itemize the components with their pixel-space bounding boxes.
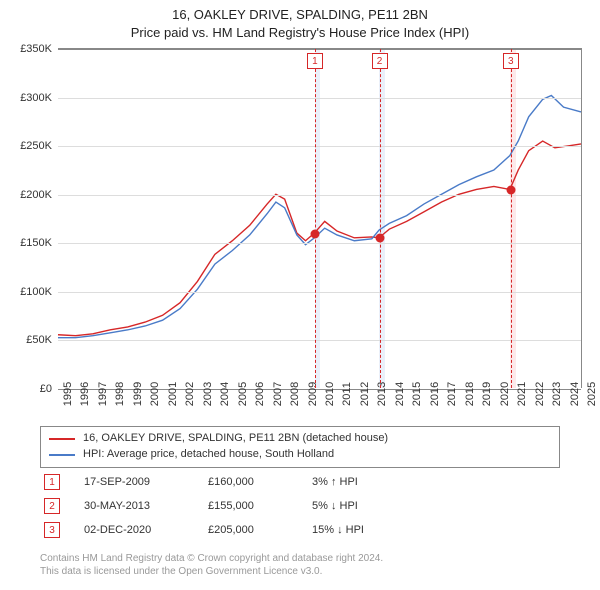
x-axis-label: 2005 bbox=[237, 382, 249, 406]
x-axis-label: 2016 bbox=[429, 382, 441, 406]
line-series bbox=[58, 49, 581, 388]
legend-item: HPI: Average price, detached house, Sout… bbox=[49, 447, 551, 463]
y-axis-label: £100K bbox=[20, 286, 52, 298]
txn-diff: 5% ↓ HPI bbox=[312, 500, 422, 512]
callout-num-icon: 2 bbox=[44, 498, 60, 514]
table-row: 2 30-MAY-2013 £155,000 5% ↓ HPI bbox=[40, 494, 560, 518]
table-row: 3 02-DEC-2020 £205,000 15% ↓ HPI bbox=[40, 518, 560, 542]
txn-price: £205,000 bbox=[208, 524, 288, 536]
x-axis-label: 2007 bbox=[272, 382, 284, 406]
y-axis-label: £200K bbox=[20, 189, 52, 201]
y-axis-label: £300K bbox=[20, 92, 52, 104]
y-axis-label: £250K bbox=[20, 140, 52, 152]
legend-item: 16, OAKLEY DRIVE, SPALDING, PE11 2BN (de… bbox=[49, 431, 551, 447]
x-axis-label: 2000 bbox=[149, 382, 161, 406]
x-axis-label: 2024 bbox=[569, 382, 581, 406]
y-axis-label: £350K bbox=[20, 43, 52, 55]
footer-line: Contains HM Land Registry data © Crown c… bbox=[40, 552, 560, 565]
callout-num-icon: 3 bbox=[44, 522, 60, 538]
x-axis-label: 2010 bbox=[324, 382, 336, 406]
txn-price: £155,000 bbox=[208, 500, 288, 512]
x-axis-label: 2021 bbox=[516, 382, 528, 406]
txn-date: 17-SEP-2009 bbox=[84, 476, 184, 488]
callout-dash bbox=[511, 49, 512, 388]
x-axis-label: 2022 bbox=[534, 382, 546, 406]
x-axis-label: 1998 bbox=[114, 382, 126, 406]
txn-price: £160,000 bbox=[208, 476, 288, 488]
x-axis-label: 1999 bbox=[132, 382, 144, 406]
legend-label: HPI: Average price, detached house, Sout… bbox=[83, 447, 334, 463]
txn-diff: 15% ↓ HPI bbox=[312, 524, 422, 536]
x-axis-label: 2025 bbox=[586, 382, 598, 406]
x-axis-label: 2020 bbox=[499, 382, 511, 406]
y-axis-label: £50K bbox=[26, 334, 52, 346]
chart-plot-area: £0£50K£100K£150K£200K£250K£300K£350K1995… bbox=[58, 48, 582, 388]
x-axis-label: 2012 bbox=[359, 382, 371, 406]
legend-swatch bbox=[49, 438, 75, 440]
callout-num-icon: 1 bbox=[44, 474, 60, 490]
x-axis-label: 2015 bbox=[411, 382, 423, 406]
chart-title: 16, OAKLEY DRIVE, SPALDING, PE11 2BN Pri… bbox=[0, 0, 600, 41]
price-marker-icon bbox=[310, 229, 319, 238]
x-axis-label: 2008 bbox=[289, 382, 301, 406]
x-axis-label: 2002 bbox=[184, 382, 196, 406]
callout-dash bbox=[380, 49, 381, 388]
callout-marker-icon: 1 bbox=[307, 53, 323, 69]
x-axis-label: 2018 bbox=[464, 382, 476, 406]
x-axis-label: 2006 bbox=[254, 382, 266, 406]
title-line-2: Price paid vs. HM Land Registry's House … bbox=[0, 24, 600, 42]
x-axis-label: 1995 bbox=[62, 382, 74, 406]
table-row: 1 17-SEP-2009 £160,000 3% ↑ HPI bbox=[40, 470, 560, 494]
callout-marker-icon: 2 bbox=[372, 53, 388, 69]
price-marker-icon bbox=[506, 185, 515, 194]
x-axis-label: 2001 bbox=[167, 382, 179, 406]
title-line-1: 16, OAKLEY DRIVE, SPALDING, PE11 2BN bbox=[0, 6, 600, 24]
y-axis-label: £150K bbox=[20, 237, 52, 249]
txn-date: 30-MAY-2013 bbox=[84, 500, 184, 512]
x-axis-label: 2013 bbox=[376, 382, 388, 406]
x-axis-label: 2017 bbox=[446, 382, 458, 406]
x-axis-label: 2004 bbox=[219, 382, 231, 406]
series-hpi bbox=[58, 95, 581, 337]
legend-swatch bbox=[49, 454, 75, 456]
attribution-footer: Contains HM Land Registry data © Crown c… bbox=[40, 552, 560, 578]
txn-diff: 3% ↑ HPI bbox=[312, 476, 422, 488]
x-axis-label: 1996 bbox=[79, 382, 91, 406]
x-axis-label: 2011 bbox=[341, 382, 353, 406]
legend-label: 16, OAKLEY DRIVE, SPALDING, PE11 2BN (de… bbox=[83, 431, 388, 447]
x-axis-label: 1997 bbox=[97, 382, 109, 406]
price-marker-icon bbox=[375, 234, 384, 243]
x-axis-label: 2009 bbox=[307, 382, 319, 406]
series-price_paid bbox=[58, 141, 581, 336]
x-axis-label: 2023 bbox=[551, 382, 563, 406]
callout-dash bbox=[315, 49, 316, 388]
x-axis-label: 2003 bbox=[202, 382, 214, 406]
x-axis-label: 2019 bbox=[481, 382, 493, 406]
txn-date: 02-DEC-2020 bbox=[84, 524, 184, 536]
transactions-table: 1 17-SEP-2009 £160,000 3% ↑ HPI 2 30-MAY… bbox=[40, 470, 560, 542]
legend: 16, OAKLEY DRIVE, SPALDING, PE11 2BN (de… bbox=[40, 426, 560, 468]
callout-marker-icon: 3 bbox=[503, 53, 519, 69]
x-axis-label: 2014 bbox=[394, 382, 406, 406]
footer-line: This data is licensed under the Open Gov… bbox=[40, 565, 560, 578]
y-axis-label: £0 bbox=[40, 383, 52, 395]
